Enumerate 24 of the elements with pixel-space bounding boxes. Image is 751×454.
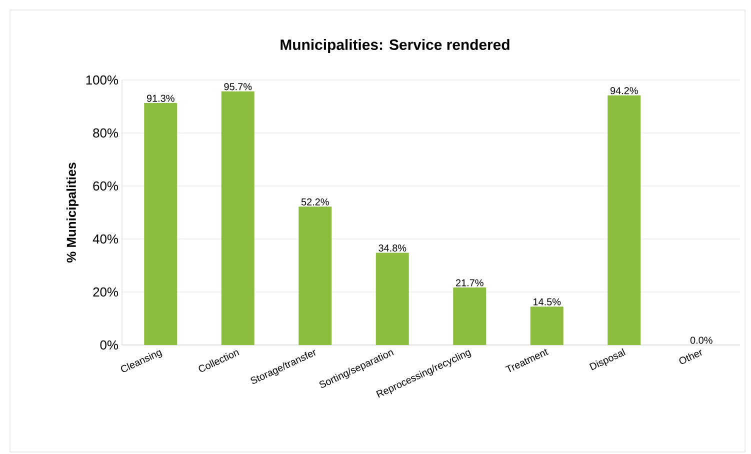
- bar: [298, 206, 332, 345]
- data-label: 95.7%: [224, 83, 252, 90]
- bar: [608, 95, 641, 345]
- bar: [221, 91, 254, 345]
- bar: [144, 103, 178, 345]
- data-label: 0.0%: [690, 336, 712, 344]
- data-label: 34.8%: [378, 244, 406, 252]
- data-label: 14.5%: [534, 298, 561, 306]
- y-tick-label: 80%: [93, 128, 118, 138]
- chart-title: Municipalities: Service rendered: [280, 39, 510, 53]
- bar: [376, 252, 409, 345]
- data-label: 21.7%: [456, 279, 484, 286]
- y-tick-label: 100%: [86, 75, 118, 85]
- y-tick-label: 20%: [93, 287, 118, 297]
- data-label: 52.2%: [301, 198, 329, 206]
- y-tick-label: 60%: [93, 181, 118, 191]
- bar: [530, 306, 564, 345]
- y-tick-label: 40%: [92, 234, 118, 244]
- x-tick-label: Other: [679, 350, 702, 364]
- y-axis-title: % Municipalities: [66, 162, 79, 263]
- bar: [453, 287, 486, 345]
- data-label: 91.3%: [146, 94, 174, 102]
- y-tick-label: 0%: [100, 340, 118, 350]
- data-label: 94.2%: [610, 87, 638, 94]
